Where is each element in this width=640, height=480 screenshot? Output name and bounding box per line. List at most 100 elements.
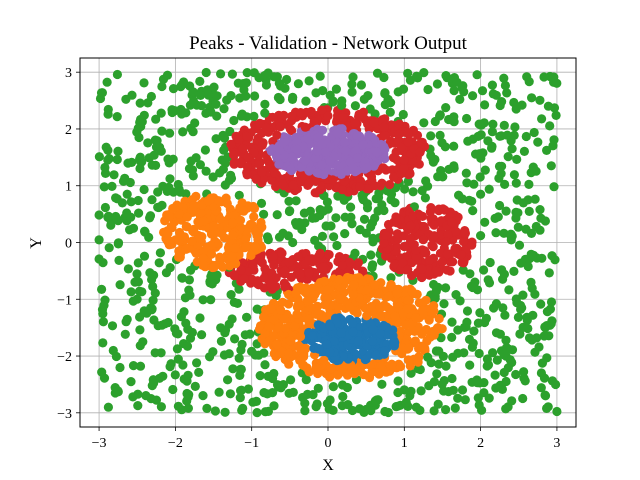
- data-point: [480, 165, 490, 175]
- data-point: [274, 232, 285, 242]
- data-point: [268, 251, 278, 261]
- data-point: [237, 258, 248, 268]
- data-point: [259, 312, 269, 322]
- data-point: [407, 286, 417, 296]
- x-axis-label: X: [322, 457, 334, 474]
- data-point: [505, 355, 515, 365]
- data-point: [263, 371, 273, 381]
- data-point: [248, 397, 258, 407]
- data-point: [487, 143, 497, 153]
- data-point: [295, 269, 305, 279]
- data-point: [112, 194, 122, 204]
- data-point: [156, 108, 166, 118]
- data-point: [214, 196, 224, 206]
- data-point: [453, 325, 463, 335]
- data-point: [478, 148, 488, 158]
- data-point: [239, 206, 249, 216]
- data-point: [417, 272, 427, 283]
- data-point: [211, 99, 221, 109]
- data-point: [366, 302, 376, 312]
- data-point: [496, 169, 506, 179]
- data-point: [284, 348, 294, 358]
- data-point: [212, 91, 222, 101]
- data-point: [286, 165, 296, 175]
- data-point: [329, 336, 339, 346]
- data-point: [355, 404, 365, 414]
- data-point: [406, 221, 416, 231]
- data-point: [149, 378, 159, 388]
- data-point: [158, 371, 168, 381]
- data-point: [447, 217, 457, 227]
- data-point: [208, 221, 219, 231]
- x-axis-ticks: −3 −2 −1 0 1 2 3: [92, 427, 560, 451]
- data-point: [542, 321, 552, 331]
- data-point: [229, 271, 239, 281]
- data-point: [491, 228, 501, 238]
- data-point: [358, 140, 368, 150]
- data-point: [509, 266, 519, 276]
- data-point: [233, 78, 243, 88]
- data-point: [287, 111, 297, 121]
- data-point: [97, 367, 107, 377]
- data-point: [175, 252, 185, 262]
- data-point: [112, 154, 122, 165]
- y-tick-label: 1: [65, 180, 72, 195]
- data-point: [293, 252, 303, 262]
- data-point: [301, 343, 311, 353]
- data-point: [529, 127, 539, 138]
- data-point: [279, 314, 290, 324]
- data-point: [487, 127, 497, 137]
- data-point: [451, 226, 461, 236]
- data-point: [479, 378, 489, 388]
- data-point: [219, 350, 229, 360]
- data-point: [189, 227, 199, 237]
- data-point: [147, 195, 157, 205]
- data-point: [141, 391, 151, 401]
- data-point: [181, 318, 191, 328]
- data-point: [542, 145, 552, 155]
- data-point: [366, 250, 376, 260]
- data-point: [187, 236, 197, 246]
- data-point: [177, 273, 187, 283]
- data-point: [241, 242, 251, 252]
- data-point: [195, 76, 205, 86]
- data-point: [128, 296, 138, 306]
- data-point: [523, 261, 533, 272]
- data-point: [278, 297, 288, 307]
- data-point: [268, 112, 278, 122]
- data-point: [251, 227, 261, 237]
- data-point: [150, 135, 160, 145]
- data-point: [114, 255, 124, 265]
- data-point: [144, 232, 154, 242]
- data-point: [389, 172, 399, 182]
- data-point: [516, 258, 526, 268]
- data-point: [174, 209, 184, 219]
- data-point: [132, 269, 142, 279]
- data-point: [252, 408, 262, 418]
- data-point: [277, 248, 287, 258]
- data-point: [328, 382, 338, 392]
- data-point: [325, 347, 335, 357]
- data-point: [257, 140, 267, 150]
- data-point: [492, 355, 502, 365]
- data-point: [104, 243, 114, 253]
- data-point: [373, 193, 384, 203]
- data-point: [482, 354, 492, 364]
- data-point: [304, 367, 314, 377]
- data-point: [272, 210, 282, 220]
- data-point: [242, 312, 252, 322]
- data-point: [150, 348, 160, 358]
- data-point: [367, 218, 378, 228]
- data-point: [544, 268, 554, 278]
- data-point: [302, 389, 313, 399]
- data-point: [299, 352, 309, 362]
- data-point: [300, 398, 310, 408]
- data-point: [373, 288, 383, 298]
- data-point: [205, 278, 215, 288]
- data-point: [331, 213, 341, 223]
- data-point: [285, 206, 295, 216]
- data-point: [135, 163, 145, 174]
- data-point: [337, 100, 347, 110]
- data-point: [474, 348, 484, 359]
- data-point: [475, 308, 485, 318]
